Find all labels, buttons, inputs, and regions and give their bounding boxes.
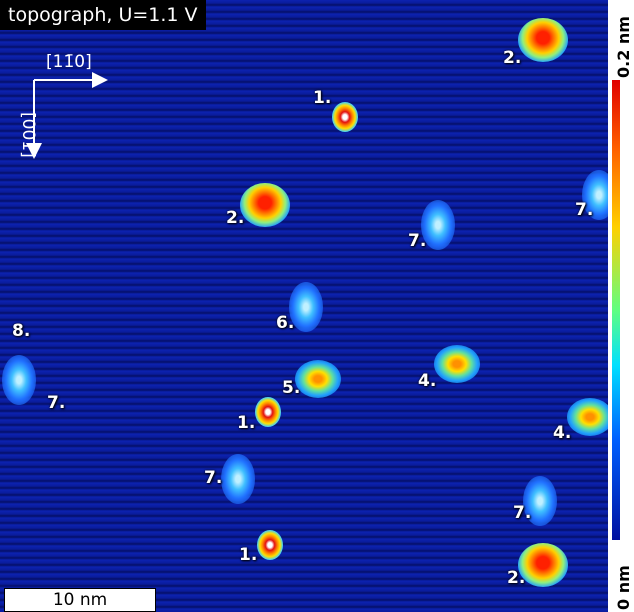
defect	[2, 355, 36, 405]
defect-label: 4.	[553, 423, 571, 443]
defect-label: 1.	[239, 545, 257, 565]
defect-label: 5.	[282, 378, 300, 398]
defect	[257, 530, 283, 560]
defect	[567, 398, 608, 436]
defect	[295, 360, 341, 398]
defect-label: 8.	[12, 321, 30, 341]
defect-label: 4.	[418, 371, 436, 391]
defect	[518, 543, 568, 587]
defect-label: 6.	[276, 313, 294, 333]
direction-arrows	[0, 0, 120, 170]
defect	[221, 454, 255, 504]
defect-label: 1.	[237, 413, 255, 433]
colorbar-gradient	[612, 80, 620, 540]
defect-label: 1.	[313, 88, 331, 108]
defect-label: 7.	[204, 468, 222, 488]
colorbar-min-label: 0 nm	[614, 565, 633, 610]
scale-bar: 10 nm	[4, 588, 156, 612]
screenshot: topograph, U=1.1 V [11̄0] [001] 1. 2. 2.…	[0, 0, 634, 612]
defect	[434, 345, 480, 383]
defect	[240, 183, 290, 227]
defect-label: 2.	[503, 48, 521, 68]
defect-label: 7.	[513, 503, 531, 523]
defect-label: 7.	[47, 393, 65, 413]
defect-label: 2.	[226, 208, 244, 228]
colorbar-max-label: 0.2 nm	[614, 16, 633, 78]
defect-label: 7.	[408, 231, 426, 251]
defect-label: 7.	[575, 200, 593, 220]
defect	[255, 397, 281, 427]
defect	[518, 18, 568, 62]
defect	[332, 102, 358, 132]
defect-label: 2.	[507, 568, 525, 588]
